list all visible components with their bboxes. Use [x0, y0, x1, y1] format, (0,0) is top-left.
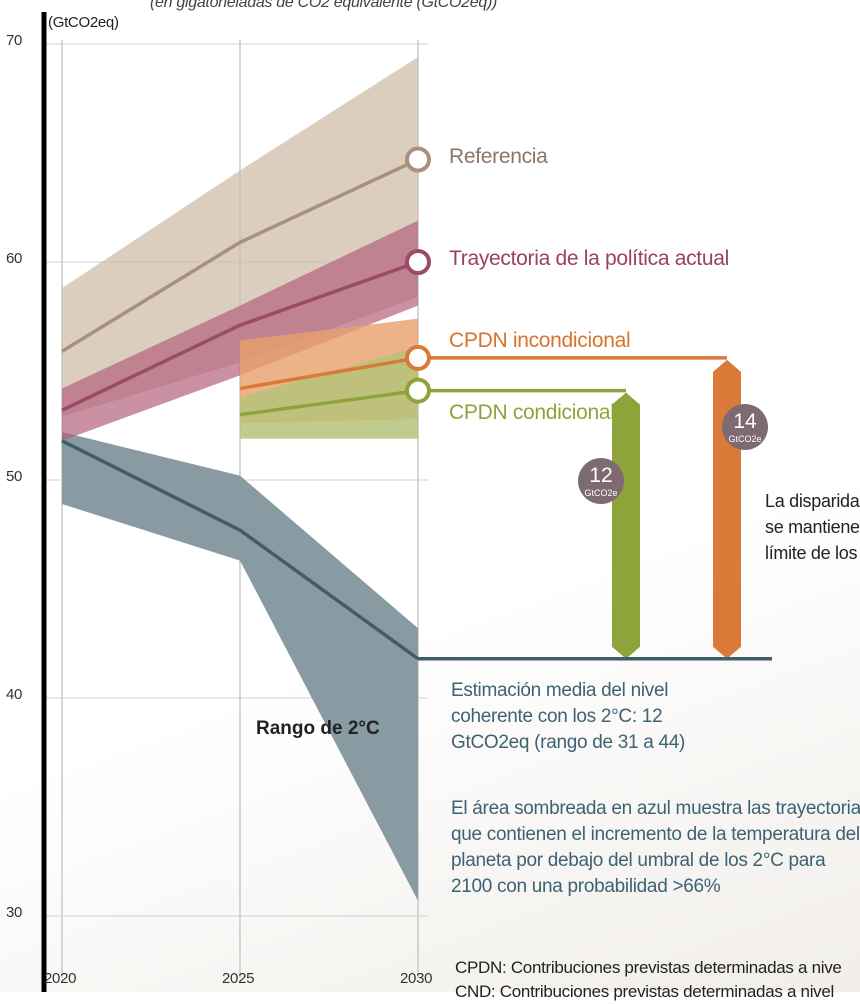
gap-bar-condicional — [612, 392, 640, 659]
series-line-referencia — [61, 157, 419, 353]
note-disparidad: La disparidad se mantiene c límite de lo… — [765, 488, 860, 566]
series-label-politica: Trayectoria de la política actual — [449, 247, 729, 270]
note-line: coherente con los 2°C: 12 — [451, 706, 663, 727]
x-tick-label: 2025 — [222, 970, 255, 987]
note-line: Estimación media del nivel — [451, 680, 669, 701]
endpoint-marker-condicional — [405, 377, 431, 404]
series-line-condicional — [239, 388, 419, 417]
footnote-line: CND: Contribuciones previstas determinad… — [455, 982, 835, 1001]
y-tick-label: 30 — [6, 904, 23, 921]
series-label-rango-2c: Rango de 2°C — [256, 718, 380, 739]
note-line: se mantiene c — [765, 517, 860, 537]
y-tick-label: 70 — [6, 32, 23, 49]
series-label-referencia: Referencia — [449, 145, 548, 168]
series-line-politica — [61, 260, 419, 412]
y-tick-label: 40 — [6, 686, 23, 703]
gap-badge-14: 14 GtCO2e — [722, 404, 768, 450]
band-condicional — [240, 347, 418, 439]
endpoint-marker-incondicional — [405, 344, 431, 371]
y-tick-label: 50 — [6, 468, 23, 485]
band-politica — [62, 220, 418, 441]
gap-badge-value: 12 — [589, 464, 613, 487]
footnote: CPDN: Contribuciones previstas determina… — [455, 956, 842, 1004]
note-line: La disparidad — [765, 491, 860, 511]
y-tick-label: 60 — [6, 250, 23, 267]
note-line: 2100 con una probabilidad >66% — [451, 876, 721, 897]
series-lines — [61, 157, 420, 661]
gap-badge-unit: GtCO2e — [728, 434, 762, 444]
note-line: El área sombreada en azul muestra las tr… — [451, 798, 860, 819]
endpoint-markers — [405, 146, 431, 404]
series-line-rango_2c — [61, 439, 420, 661]
series-label-condicional: CPDN condicional — [449, 401, 615, 424]
note-line: que contienen el incremento de la temper… — [451, 824, 860, 845]
footnote-line: CPDN: Contribuciones previstas determina… — [455, 958, 842, 977]
band-rango_2c — [62, 432, 418, 901]
note-line: límite de los 2 — [765, 543, 860, 563]
chart-subtitle: (en gigatoneladas de CO2 equivalente (Gt… — [150, 0, 498, 11]
note-area: El área sombreada en azul muestra las tr… — [451, 796, 860, 900]
note-line: planeta por debajo del umbral de los 2°C… — [451, 850, 826, 871]
series-label-incondicional: CPDN incondicional — [449, 329, 631, 352]
endpoint-marker-referencia — [405, 146, 431, 173]
note-line: GtCO2eq (rango de 31 a 44) — [451, 732, 686, 753]
gap-badge-value: 14 — [733, 410, 757, 433]
x-tick-label: 2030 — [400, 970, 433, 987]
note-estimacion: Estimación media del nivel coherente con… — [451, 678, 685, 756]
gap-badge-12: 12 GtCO2e — [578, 458, 624, 504]
gap-badge-unit: GtCO2e — [584, 488, 618, 498]
x-tick-label: 2020 — [44, 970, 77, 987]
endpoint-marker-politica — [405, 249, 431, 275]
series-line-incondicional — [239, 356, 419, 391]
y-axis-unit: (GtCO2eq) — [48, 14, 119, 31]
